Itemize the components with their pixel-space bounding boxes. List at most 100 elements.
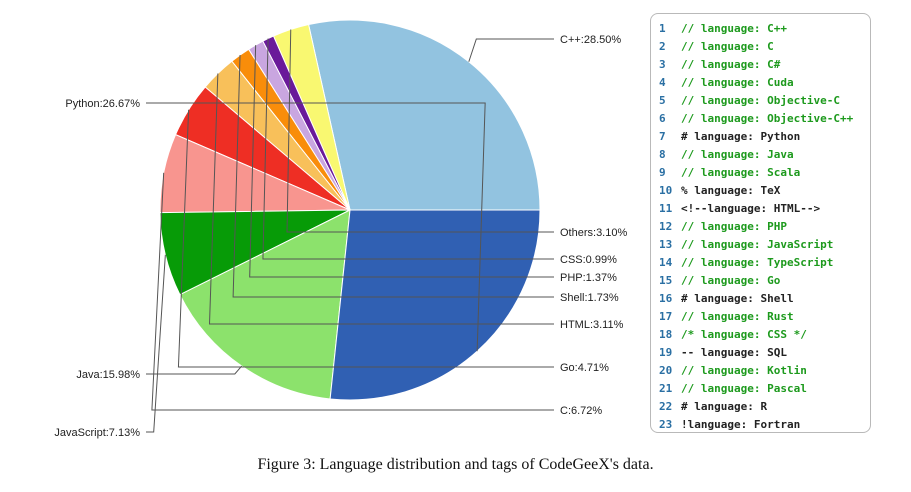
line-number: 23 [659,418,673,431]
language-tag-text: # language: Shell [681,292,794,305]
line-number: 22 [659,400,673,413]
language-tag-text: // language: TypeScript [681,256,834,269]
language-tag-text: // language: Java [681,148,794,161]
line-number: 5 [659,94,666,107]
language-tag-code-panel: 1 // language: C++ 2 // language: C 3 // lang… [650,13,871,433]
line-number: 11 [659,202,673,215]
code-line: 5 // language: Objective-C [659,92,870,110]
language-tag-text: # language: R [681,400,768,413]
code-line: 13 // language: JavaScript [659,236,870,254]
pie-label: Go:4.71% [560,362,609,374]
language-tag-text: // language: Objective-C [681,94,840,107]
code-line: 21 // language: Pascal [659,380,870,398]
code-line: 7 # language: Python [659,128,870,146]
line-number: 21 [659,382,673,395]
code-line: 9 // language: Scala [659,164,870,182]
pie-leader-line [151,172,554,411]
pie-label: C:6.72% [560,405,602,417]
code-line: 10 % language: TeX [659,182,870,200]
language-tag-text: // language: Go [681,274,781,287]
code-line: 18 /* language: CSS */ [659,326,870,344]
code-line: 16 # language: Shell [659,290,870,308]
pie-slice [179,209,351,400]
code-line: 12 // language: PHP [659,218,870,236]
code-line: 11 <!--language: HTML--> [659,200,870,218]
pie-label: HTML:3.11% [560,319,624,331]
pie-leader-line [208,73,554,325]
pie-leader-line [146,365,243,375]
line-number: 14 [659,256,673,269]
language-tag-text: // language: PHP [681,220,787,233]
pie-label: JavaScript:7.13% [54,427,140,439]
code-line: 1 // language: C++ [659,20,870,38]
pie-label: PHP:1.37% [560,272,617,284]
language-tag-text: // language: C++ [681,22,787,35]
language-tag-text: // language: C# [681,58,781,71]
line-number: 17 [659,310,673,323]
language-tag-text: // language: JavaScript [681,238,834,251]
code-line: 19 -- language: SQL [659,344,870,362]
pie-leader-line [146,254,166,433]
pie-leader-line [232,55,554,298]
code-line: 17 // language: Rust [659,308,870,326]
line-number: 7 [659,130,666,143]
pie-leader-line [262,38,554,260]
language-tag-text: -- language: SQL [681,346,787,359]
pie-label: Others:3.10% [560,227,627,239]
language-tag-text: % language: TeX [681,184,781,197]
pie-label: Shell:1.73% [560,292,619,304]
line-number: 20 [659,364,673,377]
line-number: 12 [659,220,673,233]
line-number: 1 [659,22,666,35]
line-number: 13 [659,238,673,251]
language-tag-text: # language: Python [681,130,801,143]
line-number: 8 [659,148,666,161]
code-line: 6 // language: Objective-C++ [659,110,870,128]
pie-label: C++:28.50% [560,34,621,46]
line-number: 10 [659,184,673,197]
language-tag-text: // language: Pascal [681,382,807,395]
language-tag-text: // language: Rust [681,310,794,323]
line-number: 3 [659,58,666,71]
line-number: 9 [659,166,666,179]
pie-label: Java:15.98% [76,369,140,381]
pie-leader-line [177,109,554,368]
pie-leader-line [249,45,554,278]
pie-labels: C++:28.50% Others:3.10% CSS:0.99% PHP:1.37%… [54,34,627,439]
code-line: 22 # language: R [659,398,870,416]
language-tag-text: !language: Fortran [681,418,801,431]
code-line: 23 !language: Fortran [659,416,870,434]
language-tag-text: <!--language: HTML--> [681,202,821,215]
pie-leader-line [146,102,486,352]
pie-slice [329,209,541,401]
code-line: 15 // language: Go [659,272,870,290]
code-line: 3 // language: C# [659,56,870,74]
pie-leader-line [468,38,554,62]
language-tag-text: /* language: CSS */ [681,328,807,341]
pie-leader-line [286,29,554,233]
pie-chart: C++:28.50% Others:3.10% CSS:0.99% PHP:1.37%… [54,19,627,439]
line-number: 16 [659,292,673,305]
line-number: 18 [659,328,673,341]
language-tag-text: // language: Scala [681,166,801,179]
pie-label: Python:26.67% [65,98,140,110]
pie-label: CSS:0.99% [560,254,617,266]
language-tag-text: // language: Objective-C++ [681,112,854,125]
line-number: 4 [659,76,666,89]
line-number: 19 [659,346,673,359]
code-line: 4 // language: Cuda [659,74,870,92]
code-line: 2 // language: C [659,38,870,56]
figure-caption: Figure 3: Language distribution and tags… [257,456,654,473]
code-line: 14 // language: TypeScript [659,254,870,272]
language-tag-text: // language: Kotlin [681,364,807,377]
pie-leader-lines [146,29,554,433]
code-line: 8 // language: Java [659,146,870,164]
line-number: 6 [659,112,666,125]
line-number: 15 [659,274,673,287]
language-tag-text: // language: C [681,40,774,53]
language-tag-text: // language: Cuda [681,76,794,89]
pie-slice [307,19,541,211]
code-line: 20 // language: Kotlin [659,362,870,380]
pie-slices [159,19,541,401]
line-number: 2 [659,40,666,53]
